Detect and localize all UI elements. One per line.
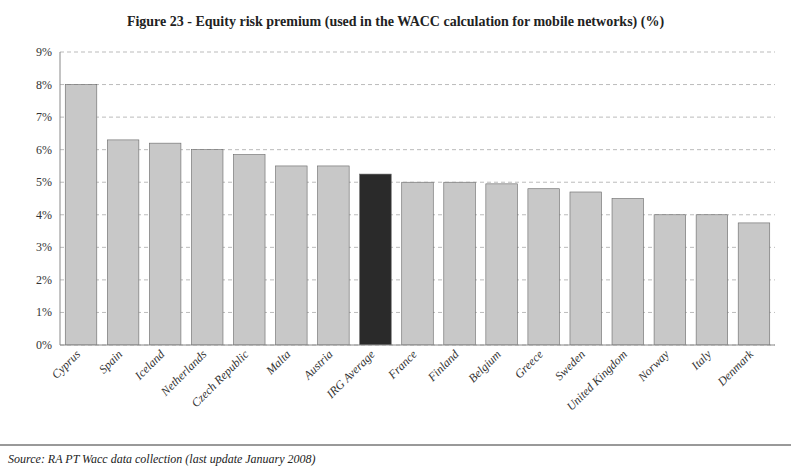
y-tick-label: 7% bbox=[36, 110, 52, 124]
bar bbox=[360, 174, 392, 345]
bar bbox=[65, 85, 97, 345]
y-axis bbox=[60, 52, 61, 345]
source: Source: RA PT Wacc data collection (last… bbox=[8, 452, 316, 466]
grid-line bbox=[60, 52, 775, 53]
bar bbox=[738, 223, 770, 345]
bar bbox=[149, 143, 181, 345]
x-tick-label: Austria bbox=[300, 347, 336, 383]
x-tick-label: Cyprus bbox=[49, 347, 84, 382]
x-tick-label: Iceland bbox=[131, 347, 168, 384]
x-axis bbox=[60, 345, 775, 346]
y-tick-label: 1% bbox=[36, 305, 52, 319]
x-tick-label: Belgium bbox=[466, 347, 504, 385]
y-tick-label: 3% bbox=[36, 240, 52, 254]
y-tick-label: 8% bbox=[36, 78, 52, 92]
bar bbox=[528, 189, 560, 345]
bar bbox=[486, 184, 518, 345]
bar bbox=[318, 166, 350, 345]
bar bbox=[696, 215, 728, 345]
bar bbox=[570, 192, 602, 345]
x-tick-label: IRG Average bbox=[323, 347, 378, 402]
x-tick-label: Spain bbox=[96, 347, 125, 376]
y-tick-label: 2% bbox=[36, 273, 52, 287]
grid-line bbox=[60, 84, 775, 85]
bar bbox=[444, 182, 476, 345]
bars bbox=[65, 85, 769, 345]
x-tick-label: Italy bbox=[688, 347, 715, 374]
grid bbox=[60, 52, 775, 345]
x-tick-label: Finland bbox=[424, 347, 462, 385]
bar bbox=[107, 140, 139, 345]
y-tick-label: 6% bbox=[36, 143, 52, 157]
title: Figure 23 - Equity risk premium (used in… bbox=[127, 14, 665, 30]
x-tick-label: Malta bbox=[263, 347, 294, 378]
x-tick-label: Greece bbox=[512, 347, 547, 382]
y-tick-label: 5% bbox=[36, 175, 52, 189]
bar bbox=[233, 155, 265, 345]
chart: Figure 23 - Equity risk premium (used in… bbox=[0, 0, 791, 471]
x-tick-label: Czech Republic bbox=[188, 347, 251, 410]
x-tick-label: France bbox=[385, 347, 421, 383]
y-tick-label: 0% bbox=[36, 338, 52, 352]
bar bbox=[612, 199, 644, 346]
y-tick-label: 4% bbox=[36, 208, 52, 222]
y-tick-label: 9% bbox=[36, 45, 52, 59]
x-tick-label: Sweden bbox=[552, 347, 588, 383]
x-tick-label: Norway bbox=[634, 347, 672, 385]
grid-line bbox=[60, 117, 775, 118]
grid-line bbox=[60, 345, 775, 346]
x-tick-label: United Kingdom bbox=[564, 347, 630, 413]
bar bbox=[276, 166, 308, 345]
x-tick-label: Denmark bbox=[714, 347, 757, 390]
bar bbox=[654, 215, 686, 345]
source-rule bbox=[0, 445, 791, 446]
bar bbox=[402, 182, 434, 345]
bar bbox=[191, 150, 223, 345]
